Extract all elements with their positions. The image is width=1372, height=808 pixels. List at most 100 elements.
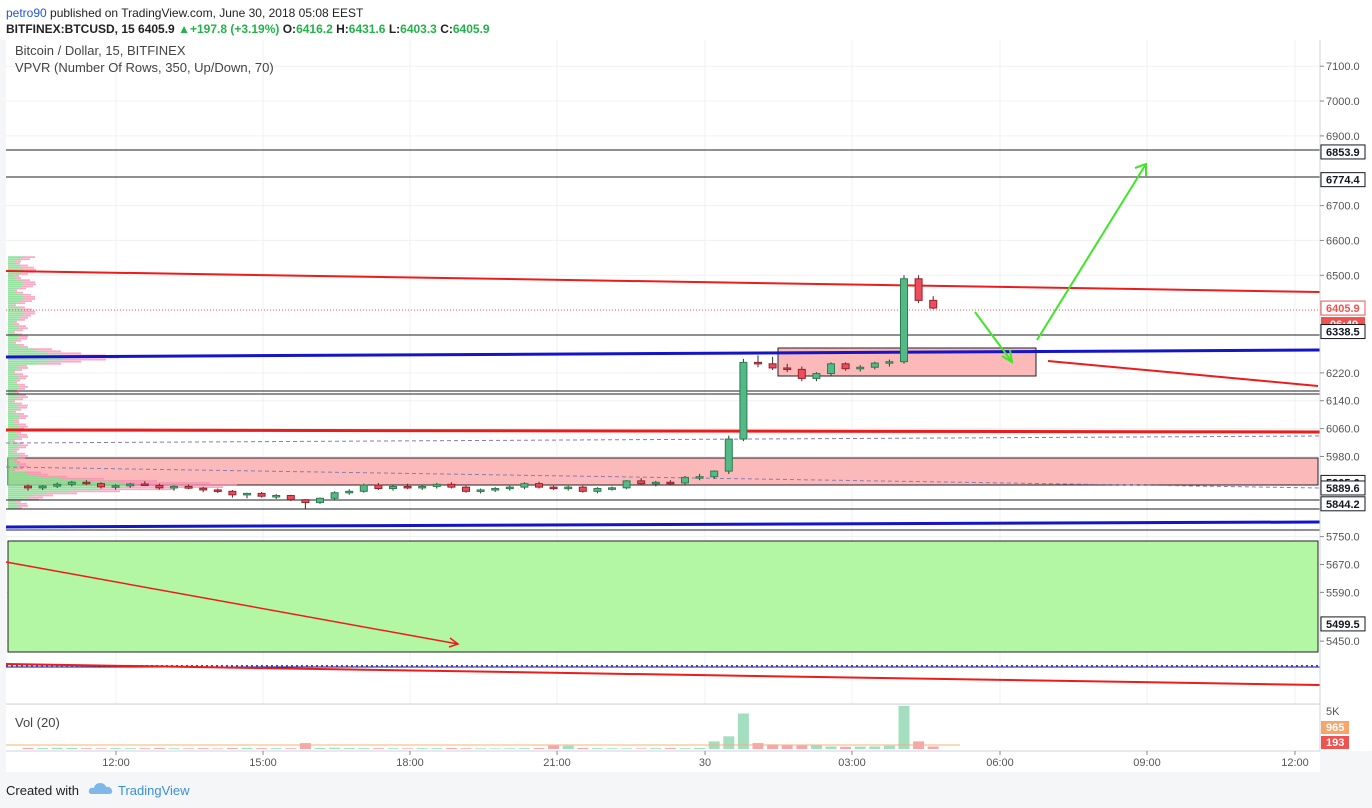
vpvr-bar-down <box>19 444 28 447</box>
candle-body <box>768 363 777 369</box>
candle-body <box>637 480 646 485</box>
vpvr-bar-up <box>8 339 15 342</box>
y-tick-label: 5450.0 <box>1326 636 1360 648</box>
vpvr-bar-down <box>22 266 34 269</box>
candle-body <box>82 481 91 485</box>
vpvr-bar-up <box>8 385 19 388</box>
price-tag-box <box>1320 144 1366 160</box>
vpvr-bar-up <box>8 329 16 332</box>
volume-bar <box>153 748 165 749</box>
y-tick-label: 6220.0 <box>1326 368 1360 380</box>
candle-body <box>301 499 310 503</box>
vpvr-bar-down <box>18 337 27 340</box>
candle-body <box>666 481 675 485</box>
vpvr-bar-down <box>23 295 35 298</box>
candle-body <box>67 481 76 485</box>
volume-axis-label: 193 <box>1326 737 1344 749</box>
chart-title: Bitcoin / Dollar, 15, BITFINEX <box>15 43 186 58</box>
volume-bar <box>299 743 311 749</box>
volume-bar <box>591 748 603 749</box>
vpvr-bar-down <box>19 264 28 267</box>
volume-bars <box>6 705 960 749</box>
vpvr-bar-down <box>100 488 175 491</box>
candle-body <box>316 497 324 503</box>
vpvr-bar-up <box>8 415 19 417</box>
vpvr-bar-down <box>15 262 20 265</box>
tradingview-cloud-icon <box>88 783 113 794</box>
candle-body <box>505 486 514 490</box>
vpvr-bar-up <box>8 304 12 307</box>
vpvr-bar-down <box>14 323 19 325</box>
candle-body <box>549 486 558 490</box>
vpvr-bar-down <box>23 312 35 315</box>
change-arrow-icon: ▲ <box>178 22 190 36</box>
vpvr-bar-down <box>18 433 27 436</box>
volume-bar <box>869 746 881 749</box>
vpvr-bar-up <box>8 482 119 484</box>
vpvr-bar-down <box>37 350 61 353</box>
price-tag-label: 5844.2 <box>1326 499 1360 511</box>
vpvr-bar-down <box>27 496 43 499</box>
vpvr-bar-down <box>18 406 27 409</box>
vpvr-bar-up <box>8 291 16 294</box>
volume-bar <box>197 748 209 749</box>
price-chart[interactable]: 7100.0 7000.0 6900.0 6700.0 6600.0 6500.0 6220… <box>0 40 1372 772</box>
volume-bar <box>358 748 370 749</box>
blue-trendline-lower <box>5 520 1321 529</box>
vpvr-bar-up <box>8 442 16 445</box>
vpvr-bar-up <box>8 358 62 361</box>
red-arrow-down-left <box>5 561 459 645</box>
vpvr-bar-up <box>8 344 17 346</box>
price-tag-box <box>1320 324 1366 340</box>
vpvr-bar-up <box>8 377 18 380</box>
vpvr-bar-up <box>8 473 30 476</box>
vpvr-bar-up <box>8 260 15 263</box>
y-tick-label: 6700.0 <box>1326 201 1360 213</box>
vpvr-bar-up <box>8 404 19 407</box>
candle-body <box>257 492 266 497</box>
volume-bar <box>577 747 589 749</box>
zones <box>7 347 1319 653</box>
vpvr-bar-up <box>8 436 19 438</box>
vpvr-bar-down <box>23 310 35 313</box>
author-link[interactable]: petro90 <box>6 6 47 20</box>
vpvr-bar-down <box>12 341 16 344</box>
candle-body <box>170 485 178 489</box>
candle-body <box>622 480 631 489</box>
vpvr-bar-up <box>8 459 13 461</box>
vpvr-bar-down <box>19 375 28 378</box>
vpvr-bar-down <box>90 479 157 482</box>
vpvr-bar-up <box>8 492 46 495</box>
candle-body <box>97 483 105 488</box>
vpvr-bar-down <box>19 505 28 507</box>
candle-body <box>359 484 368 492</box>
volume-bar <box>489 748 501 749</box>
symbol-label: BITFINEX:BTCUSD, 15 <box>6 22 135 36</box>
vpvr-bar-up <box>8 394 18 397</box>
vpvr-bar-up <box>8 341 12 344</box>
projection-arrows <box>974 162 1147 364</box>
vpvr-bar-up <box>8 272 19 275</box>
candle-body <box>476 489 485 492</box>
vpvr-bar-down <box>19 415 28 417</box>
vpvr-bar-up <box>8 467 16 470</box>
candle-body <box>38 485 47 489</box>
price-tag-box <box>1320 496 1366 512</box>
vpvr-bar-up <box>8 300 21 302</box>
candle-body <box>827 363 835 375</box>
vpvr-bar-up <box>8 262 15 265</box>
vpvr-bar-down <box>12 371 15 374</box>
vpvr-bar-up <box>8 500 15 503</box>
volume-bar <box>679 748 691 749</box>
vpvr-bar-up <box>8 477 61 480</box>
candle-body <box>53 483 62 487</box>
volume-bar <box>927 746 939 749</box>
vpvr-bar-up <box>8 463 18 466</box>
time-axis[interactable] <box>6 751 1320 772</box>
tradingview-brand[interactable]: TradingView <box>118 783 190 798</box>
volume-pane[interactable] <box>6 705 1320 751</box>
y-tick-label: 5750.0 <box>1326 532 1360 544</box>
volume-bar <box>285 748 297 749</box>
volume-bar <box>883 745 895 749</box>
vpvr-bar-up <box>8 440 12 443</box>
